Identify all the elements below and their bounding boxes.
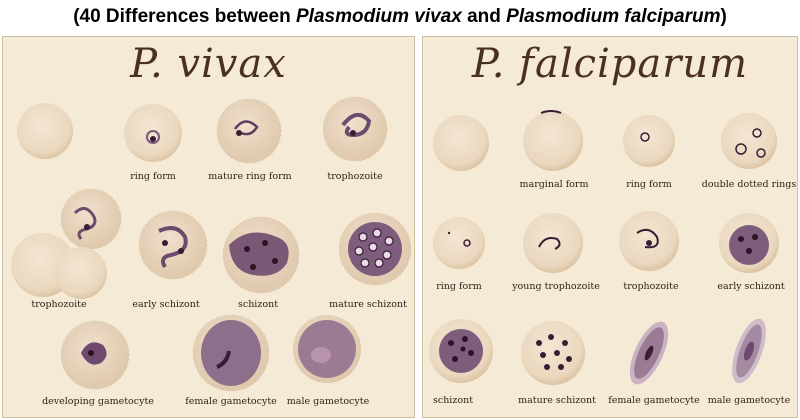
falciparum-ring-form-cell (623, 115, 675, 167)
falciparum-male-gametocyte-cell (725, 315, 773, 388)
falciparum-label-double-dotted-rings: double dotted rings (702, 179, 797, 190)
falciparum-female-gametocyte-cell (622, 316, 676, 389)
falciparum-label-female-gametocyte: female gametocyte (608, 395, 700, 406)
falciparum-label-mature-schizont: mature schizont (518, 395, 596, 406)
falciparum-label-marginal-form: marginal form (520, 179, 589, 190)
vivax-trophozoite-cluster (11, 189, 121, 299)
header-suffix: ) (720, 6, 726, 28)
falciparum-uninfected-cell (433, 115, 489, 171)
vivax-trophozoite-cell (323, 97, 387, 161)
falciparum-trophozoite-cell (619, 211, 679, 271)
header-prefix: (40 Differences between (73, 6, 296, 28)
falciparum-young-trophozoite-cell (523, 213, 583, 273)
vivax-female-gametocyte-cell (193, 315, 269, 391)
header-middle: and (462, 6, 506, 28)
vivax-label-early-schizont: early schizont (132, 299, 199, 310)
vivax-label-schizont: schizont (238, 299, 278, 310)
vivax-label-mature-ring-form: mature ring form (208, 171, 291, 182)
falciparum-ring-form-mid-cell (433, 217, 485, 269)
falciparum-label-early-schizont: early schizont (717, 281, 784, 292)
falciparum-schizont-cell (429, 319, 493, 383)
vivax-male-gametocyte-cell (293, 315, 361, 383)
vivax-label-trophozoite-left: trophozoite (31, 299, 86, 310)
falciparum-label-trophozoite: trophozoite (623, 281, 678, 292)
vivax-label-trophozoite-top: trophozoite (327, 171, 382, 182)
vivax-label-female-gametocyte: female gametocyte (185, 396, 277, 407)
falciparum-label-ring-form-top: ring form (626, 179, 672, 190)
falciparum-marginal-form-cell (523, 111, 583, 171)
vivax-panel: P. vivax (2, 36, 415, 418)
falciparum-early-schizont-cell (719, 213, 779, 273)
vivax-ring-form-cell (124, 104, 182, 162)
page-header: (40 Differences between Plasmodium vivax… (0, 0, 800, 34)
vivax-label-developing-gametocyte: developing gametocyte (42, 396, 154, 407)
falciparum-label-ring-form-mid: ring form (436, 281, 482, 292)
vivax-mature-schizont-cell (339, 213, 411, 285)
falciparum-illustration (423, 37, 799, 419)
vivax-label-mature-schizont: mature schizont (329, 299, 407, 310)
vivax-developing-gametocyte-cell (61, 321, 129, 389)
falciparum-label-schizont: schizont (433, 395, 473, 406)
vivax-uninfected-cell (17, 103, 73, 159)
falciparum-panel: P. falciparum (422, 36, 798, 418)
header-species-vivax: Plasmodium vivax (296, 6, 462, 28)
header-species-falciparum: Plasmodium falciparum (506, 6, 720, 28)
vivax-illustration (3, 37, 416, 419)
falciparum-mature-schizont-cell (521, 321, 585, 385)
falciparum-label-male-gametocyte: male gametocyte (708, 395, 790, 406)
vivax-label-male-gametocyte: male gametocyte (287, 396, 369, 407)
vivax-mature-ring-cell (217, 99, 281, 163)
vivax-schizont-cell (223, 217, 299, 293)
falciparum-label-young-trophozoite: young trophozoite (512, 281, 600, 292)
vivax-label-ring-form: ring form (130, 171, 176, 182)
vivax-early-schizont-cell (139, 211, 207, 279)
falciparum-double-dotted-rings-cell (721, 113, 777, 169)
